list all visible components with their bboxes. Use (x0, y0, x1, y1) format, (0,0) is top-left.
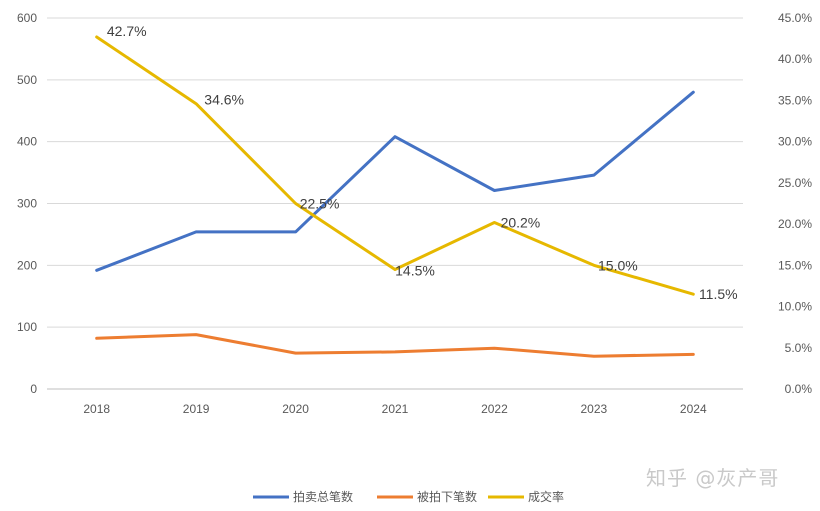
y-right-tick-label: 20.0% (778, 217, 812, 231)
data-label: 15.0% (598, 257, 638, 273)
legend-label: 被拍下笔数 (417, 489, 477, 504)
y-right-tick-label: 45.0% (778, 11, 812, 25)
x-tick-label: 2023 (581, 402, 608, 416)
y-left-tick-label: 600 (17, 11, 37, 25)
series-line-3 (95, 35, 695, 296)
y-left-tick-label: 500 (17, 73, 37, 87)
y-left-tick-label: 300 (17, 197, 37, 211)
y-right-tick-label: 15.0% (778, 258, 812, 272)
data-label: 42.7% (107, 23, 147, 39)
data-label: 20.2% (501, 214, 541, 230)
data-label: 34.6% (204, 92, 244, 108)
y-left-tick-label: 0 (30, 382, 37, 396)
y-right-tick-label: 30.0% (778, 135, 812, 149)
series-line-2 (95, 333, 695, 358)
y-left-tick-label: 100 (17, 320, 37, 334)
y-right-tick-label: 5.0% (785, 341, 813, 355)
legend-label: 拍卖总笔数 (293, 489, 353, 504)
x-tick-label: 2024 (680, 402, 707, 416)
x-tick-label: 2021 (382, 402, 409, 416)
x-tick-label: 2019 (183, 402, 210, 416)
data-label: 14.5% (395, 262, 435, 278)
series-line-1 (95, 90, 695, 272)
x-tick-label: 2020 (282, 402, 309, 416)
y-left-tick-label: 200 (17, 258, 37, 272)
y-left-tick-label: 400 (17, 135, 37, 149)
y-right-tick-label: 40.0% (778, 52, 812, 66)
y-right-tick-label: 10.0% (778, 300, 812, 314)
y-right-tick-label: 35.0% (778, 93, 812, 107)
x-tick-label: 2022 (481, 402, 508, 416)
watermark: 知乎 @灰产哥 (646, 466, 780, 490)
y-right-tick-label: 25.0% (778, 176, 812, 190)
data-label: 22.5% (300, 196, 340, 212)
y-right-tick-label: 0.0% (785, 382, 813, 396)
data-label: 11.5% (699, 286, 738, 302)
legend-label: 成交率 (528, 489, 564, 504)
x-tick-label: 2018 (83, 402, 110, 416)
